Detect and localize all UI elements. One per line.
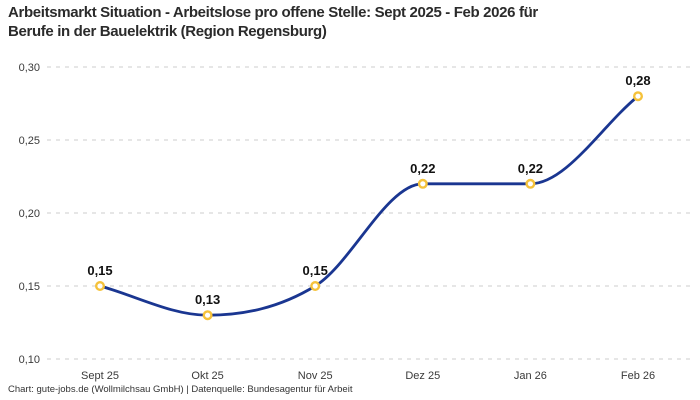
line-series-path	[98, 94, 640, 317]
data-point-marker	[310, 281, 321, 292]
x-axis-label: Jan 26	[514, 370, 547, 382]
data-point-value-label: 0,15	[87, 263, 112, 278]
x-axis-label: Feb 26	[621, 370, 655, 382]
x-axis-label: Sept 25	[81, 370, 119, 382]
chart-title-line1: Arbeitsmarkt Situation - Arbeitslose pro…	[8, 4, 538, 21]
y-axis-tick-label: 0,25	[19, 135, 40, 147]
data-point-value-label: 0,22	[518, 161, 543, 176]
y-axis-tick-label: 0,10	[19, 354, 40, 366]
x-axis-label: Okt 25	[191, 370, 223, 382]
chart-title-line2: Berufe in der Bauelektrik (Region Regens…	[8, 23, 327, 40]
chart-footer: Chart: gute-jobs.de (Wollmilchsau GmbH) …	[8, 384, 353, 395]
y-axis-tick-label: 0,30	[19, 62, 40, 74]
data-point-value-label: 0,13	[195, 292, 220, 307]
data-point-value-label: 0,15	[303, 263, 328, 278]
x-axis-label: Nov 25	[298, 370, 333, 382]
data-point-marker	[94, 281, 105, 292]
x-axis-label: Dez 25	[405, 370, 440, 382]
data-point-value-label: 0,22	[410, 161, 435, 176]
y-axis-tick-label: 0,20	[19, 208, 40, 220]
data-point-marker	[525, 178, 536, 189]
chart-title: Arbeitsmarkt Situation - Arbeitslose pro…	[8, 3, 538, 41]
data-point-marker	[417, 178, 428, 189]
data-point-marker	[202, 310, 213, 321]
y-axis-tick-label: 0,15	[19, 281, 40, 293]
data-point-marker	[633, 91, 644, 102]
data-point-value-label: 0,28	[625, 73, 650, 88]
